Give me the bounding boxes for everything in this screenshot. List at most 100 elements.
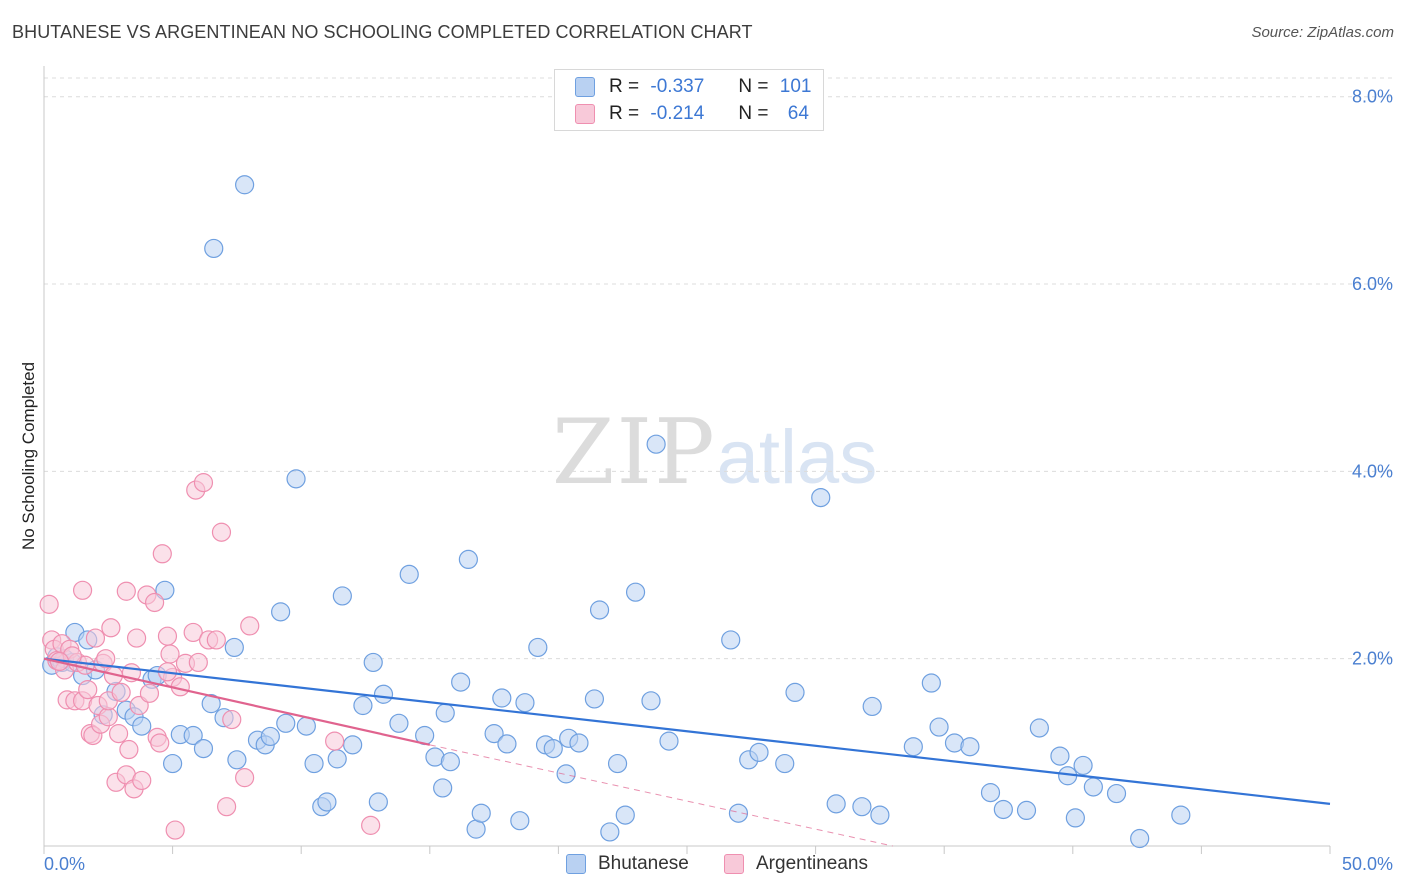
argentinean-point [98,707,118,727]
argentinean-point [126,628,147,648]
bhutanese-point [600,822,620,842]
x-tick-label: 0.0% [44,854,85,874]
bhutanese-point [1073,755,1093,776]
bhutanese-point [826,794,846,814]
bhutanese-point [458,549,478,570]
argentinean-point [78,679,98,700]
y-tick-label: 8.0% [1352,87,1393,107]
legend-row-argentineans: R = -0.214 N = 64 [575,102,809,126]
bhutanese-point [1083,777,1103,797]
tick-labels: 2.0% 4.0% 6.0% 8.0% 0.0% 50.0% No Schooling Co… [19,87,1393,874]
bhutanese-point [132,716,152,736]
argentinean-point [116,581,136,601]
bhutanese-point [433,778,453,798]
bhutanese-point [903,737,923,757]
y-tick-label: 4.0% [1352,461,1393,481]
bhutanese-point [515,693,535,713]
stats-legend: R = -0.337 N = 101 R = -0.214 N = 64 [554,69,824,131]
bhutanese-point [589,600,610,620]
bhutanese-point [1065,808,1085,828]
bhutanese-point [749,742,769,762]
argentinean-point [183,622,203,643]
bhutanese-point [980,783,1001,803]
argentinean-point [188,652,208,673]
argentinean-point [157,626,178,646]
bhutanese-point [960,737,980,757]
bottom-legend-argentineans: Argentineans [724,850,868,878]
bhutanese-point [641,691,661,711]
bhutanese-point [625,582,646,602]
argentinean-point [132,770,152,791]
bottom-legend-label-argentineans: Argentineans [756,853,868,874]
argentinean-point [119,739,139,760]
bhutanese-point [327,749,347,769]
legend-row-bhutanese: R = -0.337 N = 101 [575,75,811,99]
argentinean-point [72,580,93,600]
bottom-legend-bhutanese: Bhutanese [566,850,689,878]
legend-r-label: R = [609,103,640,124]
bhutanese-point [1050,746,1070,766]
argentinean-point [111,682,131,703]
bhutanese-point [921,673,941,693]
bhutanese-point [728,803,749,823]
argentinean-trendline [43,657,431,746]
bhutanese-point [510,811,530,831]
bhutanese-point [862,696,882,717]
source-label: Source: ZipAtlas.com [1251,24,1394,41]
bhutanese-point [775,753,795,774]
argentinean-point [152,544,172,564]
chart-title: BHUTANESE VS ARGENTINEAN NO SCHOOLING CO… [12,22,753,42]
argentinean-point [150,733,170,753]
bhutanese-point [368,792,388,812]
bhutanese-point [163,753,183,774]
bhutanese-point [615,805,635,825]
data-points [39,175,1191,849]
bhutanese-point [466,819,486,839]
bhutanese-point [332,586,352,606]
bhutanese-point [399,564,419,584]
bhutanese-point [389,713,409,733]
bhutanese-point [286,469,306,489]
bhutanese-point [227,750,247,770]
bhutanese-point [497,734,517,754]
bhutanese-point [183,725,203,746]
bhutanese-point [528,637,548,658]
bottom-legend-swatch-argentineans [724,854,744,874]
y-axis-label: No Schooling Completed [19,362,38,550]
argentinean-point [193,473,214,493]
watermark-zip: ZIP [552,400,717,505]
bhutanese-point [929,717,949,737]
argentinean-point [222,709,242,730]
legend-swatch-bhutanese [575,77,595,97]
bhutanese-point [304,753,324,774]
argentinean-point [160,644,180,664]
bhutanese-point [870,805,890,825]
grid-lines [44,77,1392,660]
bhutanese-point [785,682,805,703]
bhutanese-point [569,733,589,753]
bhutanese-point [224,637,244,658]
argentinean-point [165,820,185,840]
bhutanese-point [440,752,460,772]
bhutanese-point [1171,805,1191,825]
bhutanese-point [584,689,605,709]
argentinean-point [85,628,106,648]
bhutanese-point [556,764,576,784]
argentinean-point [325,731,345,751]
argentinean-point [217,797,237,817]
bhutanese-point [492,688,512,708]
legend-r-value: -0.214 [650,103,705,124]
argentinean-point [144,592,165,613]
bhutanese-point [317,792,337,812]
bhutanese-point [646,434,666,454]
legend-r-label: R = [609,76,640,97]
legend-n-value: 101 [779,76,812,97]
bhutanese-point [471,803,491,823]
argentinean-trendline-extension [429,744,893,847]
trend-lines [43,657,1331,847]
bhutanese-point [721,630,741,650]
bhutanese-point [201,694,221,714]
argentinean-point [211,522,232,542]
argentinean-point [129,695,149,716]
legend-n-label: N = [738,103,769,124]
